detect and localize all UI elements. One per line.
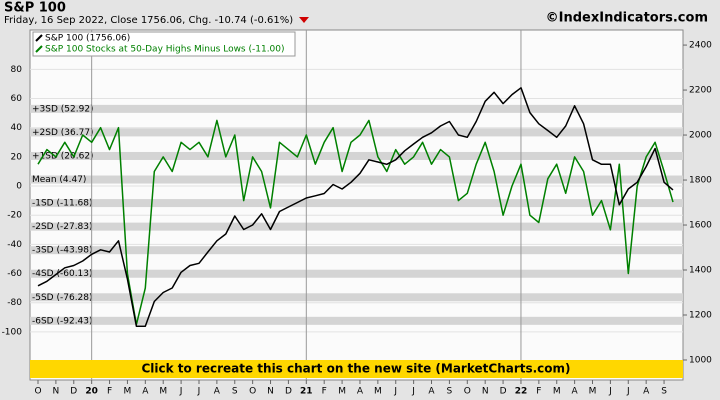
x-tick-label: A (357, 387, 364, 397)
x-tick-label: O (34, 387, 41, 397)
reference-label: Mean (4.47) (32, 175, 86, 185)
legend: S&P 100 (1756.06)S&P 100 Stocks at 50-Da… (32, 31, 296, 57)
reference-label: -3SD (-43.98) (32, 246, 93, 256)
y-tick-label: -20 (7, 211, 22, 221)
x-tick-label: F (322, 387, 327, 397)
reference-band (30, 151, 683, 160)
reference-band (30, 175, 683, 184)
y2-tick-label: 1800 (689, 176, 712, 186)
reference-band (30, 222, 683, 231)
x-tick-label: 21 (300, 387, 313, 397)
chart-subtitle: Friday, 16 Sep 2022, Close 1756.06, Chg.… (4, 15, 293, 26)
x-tick-label: O (249, 387, 256, 397)
legend-swatch (35, 45, 43, 53)
banner[interactable]: Click to recreate this chart on the new … (30, 360, 683, 378)
series-line (37, 87, 674, 327)
x-tick-label: S (232, 387, 238, 397)
legend-label: S&P 100 (1756.06) (45, 34, 130, 44)
y2-tick-label: 1400 (689, 266, 712, 276)
x-tick-label: J (393, 387, 397, 397)
reference-label: +1SD (20.62) (32, 151, 94, 161)
y-tick-label: -40 (7, 240, 22, 250)
y-tick-label: 20 (11, 152, 23, 162)
reference-label: +2SD (36.77) (32, 128, 94, 138)
legend-label: S&P 100 Stocks at 50-Day Highs Minus Low… (45, 45, 285, 55)
x-tick-label: A (572, 387, 579, 397)
reference-band (30, 104, 683, 113)
reference-band (30, 293, 683, 302)
series-line (37, 119, 674, 326)
reference-band (30, 269, 683, 278)
y-tick-label: 60 (11, 94, 23, 104)
y-tick-label: -100 (2, 327, 23, 337)
legend-swatch (35, 34, 43, 42)
x-tick-label: J (411, 387, 415, 397)
x-tick-label: J (197, 387, 201, 397)
y-tick-label: 80 (11, 65, 23, 75)
x-tick-label: J (608, 387, 612, 397)
y2-tick-label: 2200 (689, 86, 712, 96)
reference-label: -5SD (-76.28) (32, 293, 93, 303)
x-tick-label: J (626, 387, 630, 397)
reference-band (30, 128, 683, 137)
x-tick-label: S (661, 387, 667, 397)
x-tick-label: M (589, 387, 597, 397)
x-tick-label: D (285, 387, 292, 397)
x-tick-label: A (428, 387, 435, 397)
reference-label: -6SD (-92.43) (32, 316, 93, 326)
x-tick-label: F (107, 387, 112, 397)
chart-title: S&P 100 (4, 1, 66, 16)
reference-band (30, 246, 683, 255)
x-tick-label: D (500, 387, 507, 397)
x-tick-label: D (70, 387, 77, 397)
y-tick-label: 0 (16, 182, 22, 192)
reference-label: -2SD (-27.83) (32, 222, 93, 232)
y2-tick-label: 1200 (689, 310, 712, 320)
source: ©IndexIndicators.com (546, 11, 708, 26)
x-tick-label: O (464, 387, 471, 397)
reference-band (30, 199, 683, 208)
y-tick-label: -60 (7, 269, 22, 279)
x-tick-label: 20 (85, 387, 98, 397)
x-tick-label: 22 (515, 387, 528, 397)
reference-band (30, 316, 683, 325)
y2-tick-label: 2400 (689, 41, 712, 51)
y2-tick-label: 1000 (689, 355, 712, 365)
x-tick-label: N (267, 387, 274, 397)
banner-text[interactable]: Click to recreate this chart on the new … (141, 362, 570, 376)
x-tick-label: M (159, 387, 167, 397)
down-arrow (299, 17, 309, 23)
x-tick-label: M (553, 387, 561, 397)
y2-tick-label: 2000 (689, 131, 712, 141)
x-tick-label: N (482, 387, 489, 397)
x-tick-label: A (142, 387, 149, 397)
x-tick-label: A (643, 387, 650, 397)
x-tick-label: S (447, 387, 453, 397)
x-tick-label: M (374, 387, 382, 397)
y-tick-label: 40 (11, 123, 23, 133)
x-tick-label: M (124, 387, 132, 397)
x-tick-label: A (214, 387, 221, 397)
series-lines (37, 87, 674, 327)
y-tick-label: -80 (7, 298, 22, 308)
x-tick-label: F (536, 387, 541, 397)
x-tick-label: M (338, 387, 346, 397)
y2-tick-label: 1600 (689, 221, 712, 231)
grid: +3SD (52.92) +2SD (36.77) +1SD (20.62) Mean… (30, 30, 683, 380)
reference-label: -1SD (-11.68) (32, 199, 93, 209)
legend-box (32, 31, 296, 57)
reference-label: -4SD (-60.13) (32, 269, 93, 279)
reference-label: +3SD (52.92) (32, 104, 94, 114)
x-tick-label: N (53, 387, 60, 397)
x-tick-label: J (179, 387, 183, 397)
banner-box[interactable] (30, 360, 683, 378)
